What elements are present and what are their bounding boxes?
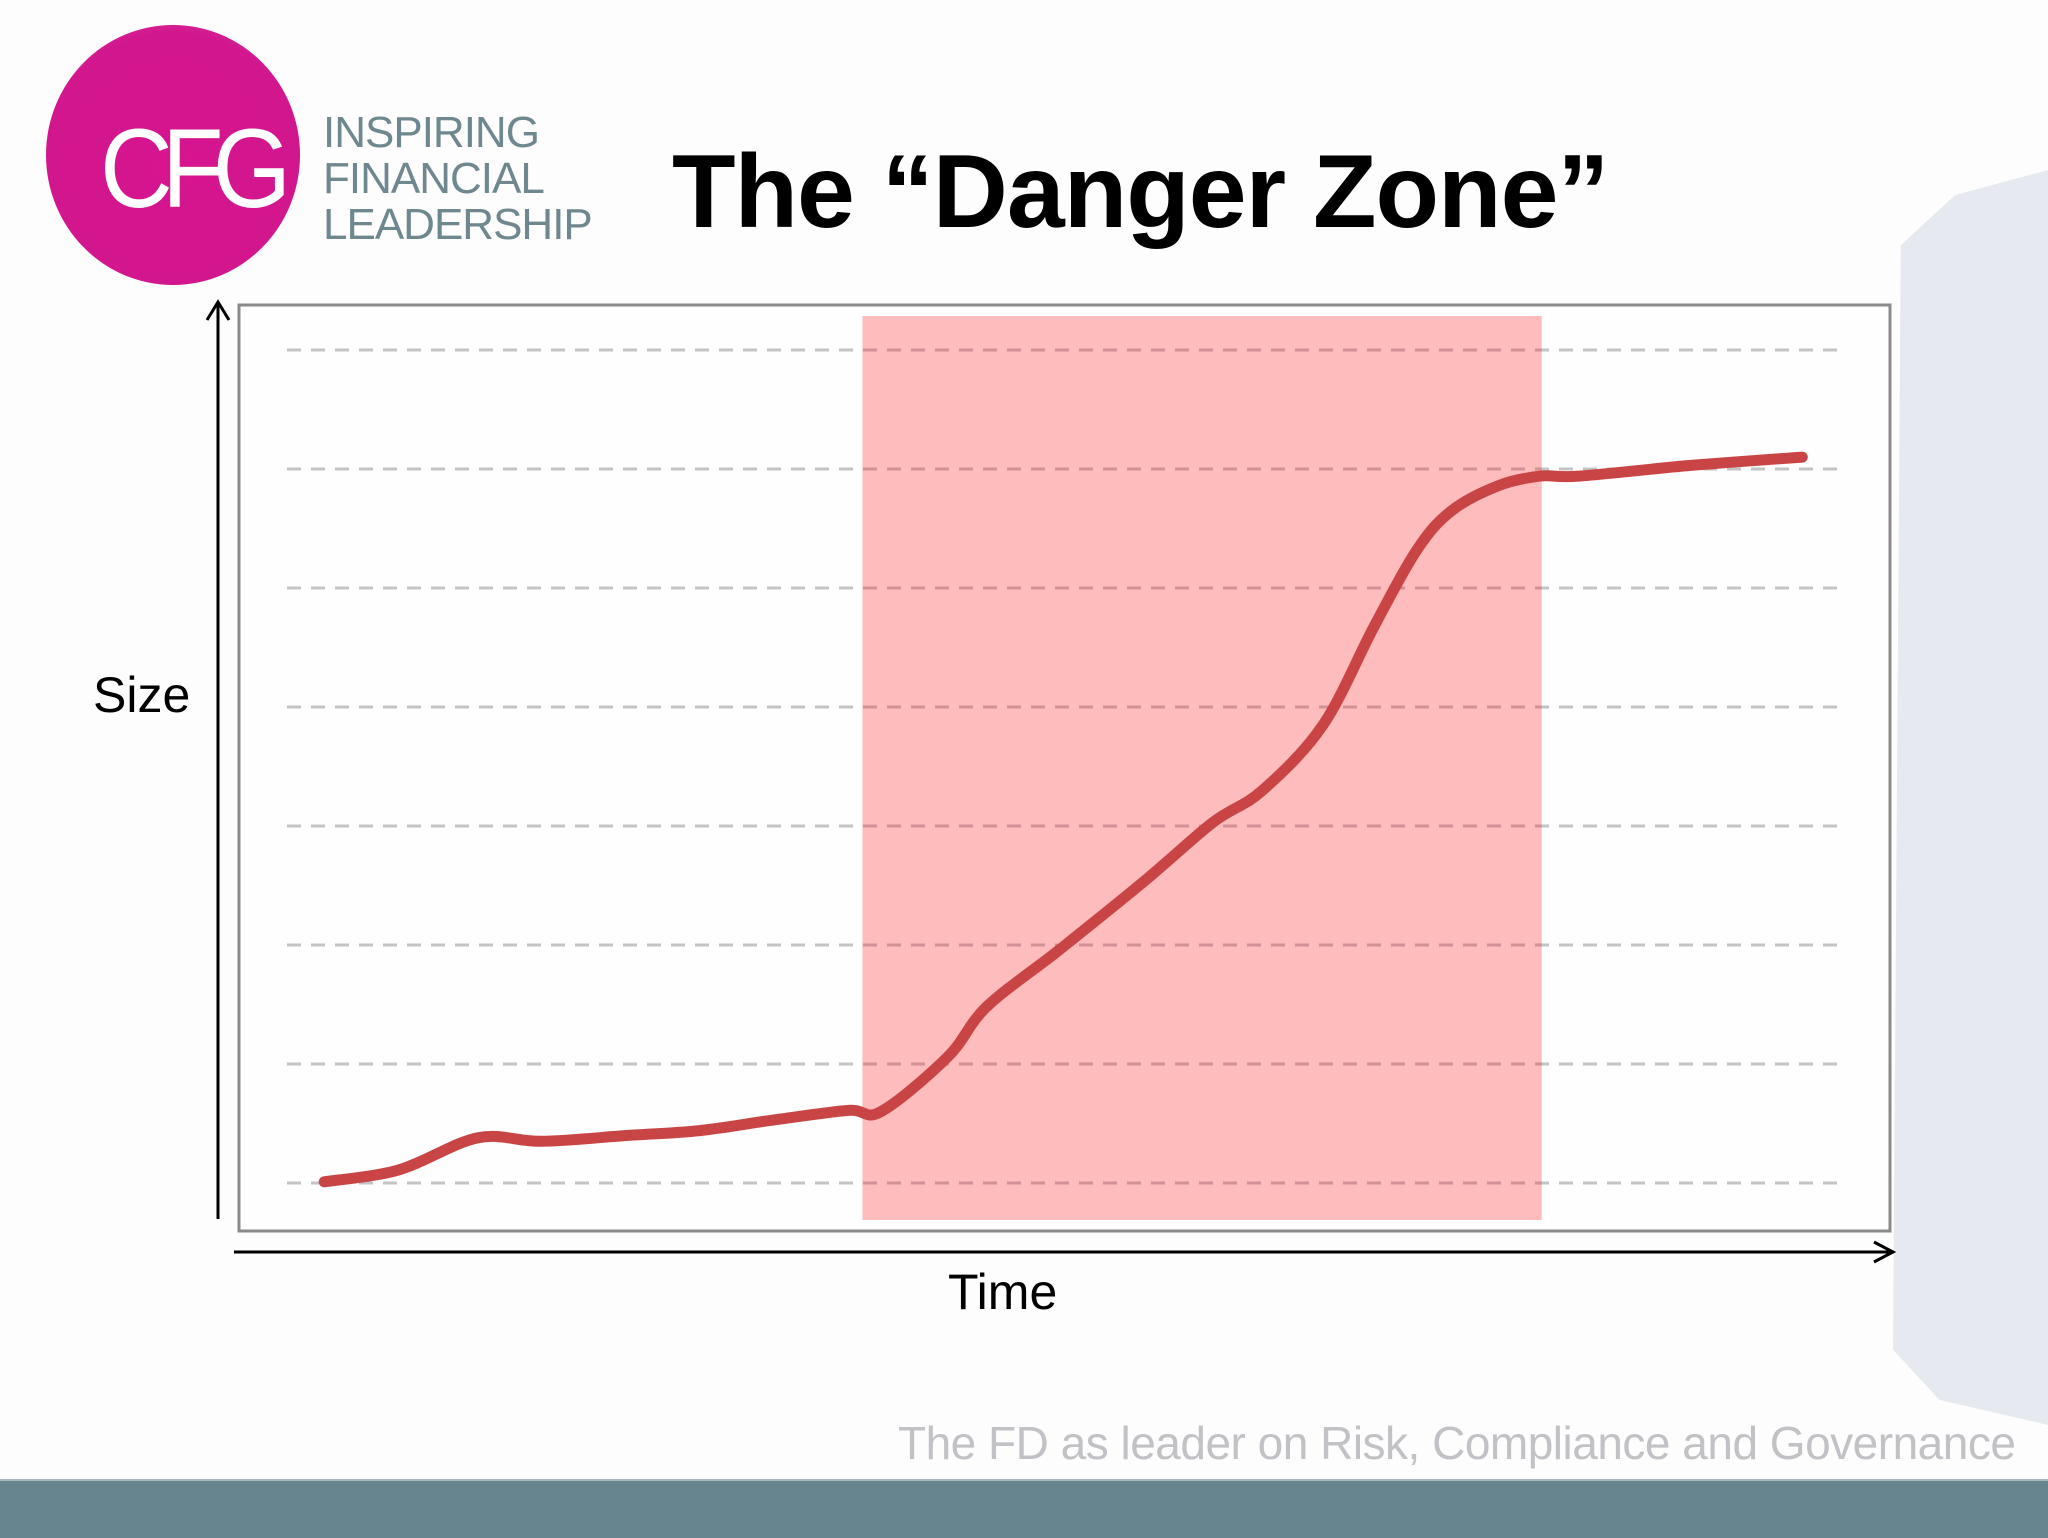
tagline-line-1: INSPIRING <box>323 108 540 157</box>
y-axis-label: Size <box>93 667 191 723</box>
size-curve <box>318 451 1808 1188</box>
logo-mark: CFG <box>100 106 291 231</box>
x-axis-arrow-icon <box>1873 1240 1897 1264</box>
cfg-logo: CFG INSPIRING FINANCIAL LEADERSHIP <box>0 0 600 300</box>
tagline-line-3: LEADERSHIP <box>323 200 593 249</box>
slide-title: The “Danger Zone” <box>672 134 1609 250</box>
tagline-line-2: FINANCIAL <box>323 154 545 203</box>
footer-bar <box>0 1479 2048 1538</box>
y-axis-arrow-icon <box>205 299 231 321</box>
danger-zone-region <box>862 316 1542 1220</box>
y-axis <box>205 299 231 1219</box>
x-axis <box>234 1240 1897 1264</box>
logo-circle <box>46 25 300 285</box>
x-axis-label: Time <box>948 1264 1058 1320</box>
logo-tagline: INSPIRING FINANCIAL LEADERSHIP <box>323 108 593 249</box>
footer-subtitle: The FD as leader on Risk, Compliance and… <box>898 1417 2016 1469</box>
background-decoration <box>1893 170 2048 1425</box>
